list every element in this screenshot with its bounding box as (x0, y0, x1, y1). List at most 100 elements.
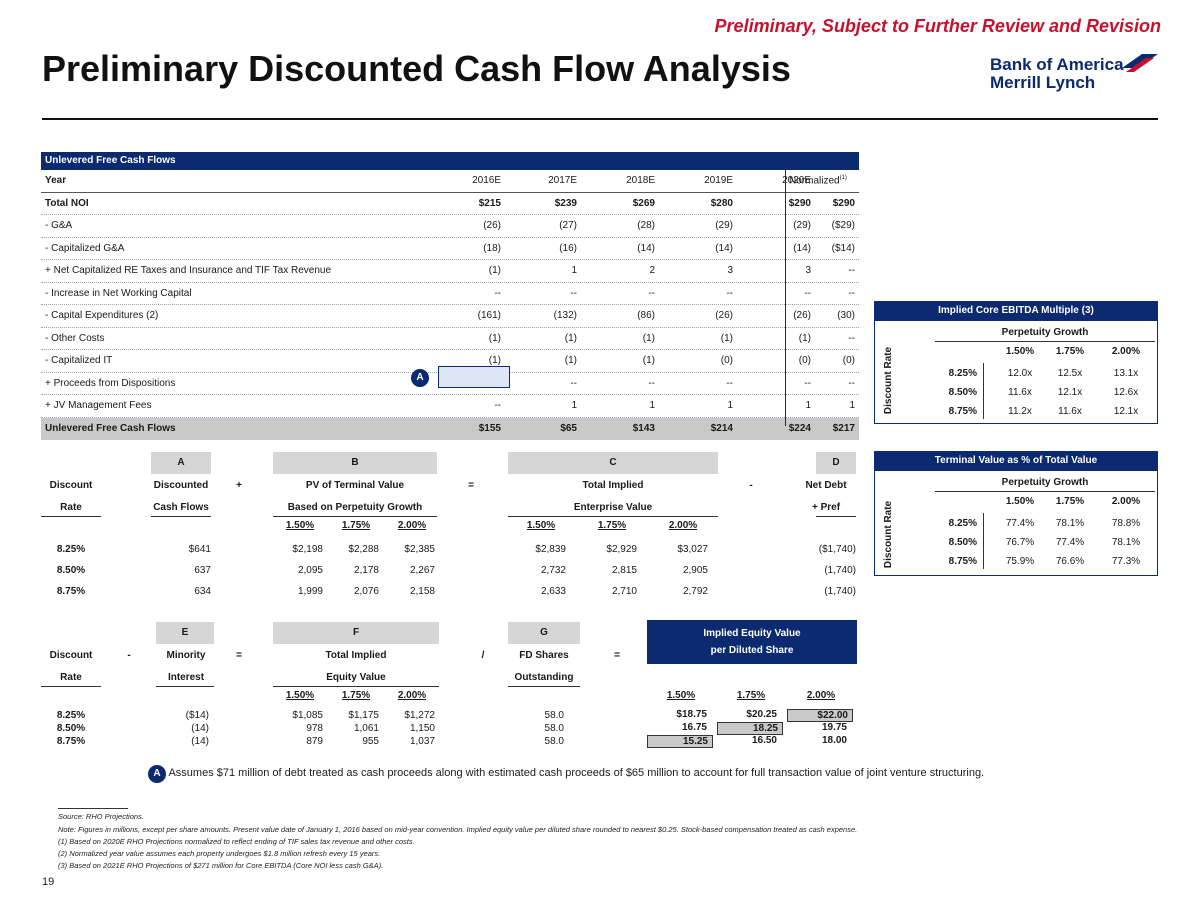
ufcf-cell: (1) (720, 332, 733, 344)
eq-h-value: $20.25 (746, 709, 777, 720)
ufcf-row: - G&A (26) (27) (28) (29) (29) ($29) (41, 215, 859, 238)
footnote-source: Source: RHO Projections. (58, 812, 144, 821)
ufcf-cell: (26) (715, 310, 733, 321)
eq-g-hdr2: Outstanding (514, 672, 574, 683)
ufcf-row: - Capital Expenditures (2) (161) (132) (86)… (41, 305, 859, 328)
ev-b-growth-col: 1.75% (341, 520, 371, 531)
ufcf-row-label: - Capitalized G&A (45, 242, 125, 254)
year-label: Year (45, 175, 67, 186)
year-2019: 2019E (704, 175, 733, 186)
ufcf-table: Unlevered Free Cash Flows Year 2016E 201… (41, 152, 859, 440)
eq-e-value: (14) (191, 736, 209, 747)
ufcf-cell: (1) (798, 332, 811, 344)
ev-a-rule (151, 516, 211, 517)
eq-eq2: = (614, 650, 620, 661)
ev-a-value: 634 (194, 586, 211, 597)
ev-a-letter: A (151, 452, 211, 474)
ev-minus: - (749, 480, 753, 491)
ufcf-cell: (14) (715, 242, 733, 254)
ufcf-cell: (1) (564, 355, 577, 366)
ev-b-value: 2,178 (353, 565, 379, 576)
ufcf-row-label: - Other Costs (45, 332, 105, 344)
ufcf-total-2019: $214 (710, 422, 733, 434)
note-a-marker: A (148, 765, 166, 783)
ev-b-value: $2,288 (348, 544, 379, 555)
year-row: Year 2016E 2017E 2018E 2019E 2020E Norma… (41, 170, 859, 193)
ufcf-cell: 1 (849, 400, 855, 411)
ufcf-row-label: - Capitalized IT (45, 355, 113, 366)
eq-f-hdr2: Equity Value (326, 672, 386, 683)
ev-eq: = (468, 480, 474, 491)
logo-line2: Merrill Lynch (990, 73, 1096, 92)
ev-c-value: 2,732 (540, 565, 566, 576)
eq-f-growth-col: 2.00% (397, 690, 427, 701)
ebitda-col-3: 2.00% (1111, 346, 1141, 357)
ufcf-row: + Net Capitalized RE Taxes and Insurance… (41, 260, 859, 283)
ufcf-cell: ($29) (831, 220, 855, 231)
ebitda-col-2: 1.75% (1055, 346, 1085, 357)
ufcf-cell: $280 (710, 197, 733, 209)
tv-col-1: 1.50% (1005, 496, 1035, 507)
footnote-note: Note: Figures in millions, except per sh… (58, 825, 858, 834)
ev-c-growth-col: 2.00% (668, 520, 698, 531)
ebitda_box-cell: 12.1x (1057, 387, 1083, 398)
ufcf-cell: (30) (837, 310, 855, 321)
tv_box-cell: 77.4% (1055, 537, 1085, 548)
tv_box-cell: 76.6% (1055, 556, 1085, 567)
ufcf-cell: (29) (793, 220, 811, 231)
ufcf-total-normalized: $217 (832, 422, 855, 434)
tv-vlabel: Discount Rate (883, 500, 895, 569)
ufcf-cell: -- (848, 377, 855, 389)
eq-rate: 8.25% (56, 710, 86, 721)
ufcf-cell: (1) (642, 355, 655, 366)
normalized-label: Normalized (789, 175, 840, 187)
tv_box-cell: 78.1% (1111, 537, 1141, 548)
ufcf-cell: -- (570, 287, 577, 299)
marker-a: A (411, 367, 429, 387)
year-2020: 2020E (782, 175, 811, 186)
eq-h-growth-col: 2.00% (806, 690, 836, 701)
tv_box-cell: 77.3% (1111, 556, 1141, 567)
ebitda-growth-label: Perpetuity Growth (1001, 327, 1089, 338)
eq-f-value: $1,085 (292, 710, 323, 721)
year-2017: 2017E (548, 175, 577, 186)
tv_box-rate: 8.50% (948, 537, 977, 548)
ev-d-rule (816, 516, 856, 517)
tv-growth-label: Perpetuity Growth (1001, 477, 1089, 488)
ufcf-cell: (161) (477, 310, 501, 321)
eq-f-letter: F (273, 622, 439, 644)
ufcf-cell: (86) (637, 310, 655, 321)
eq-f-value: 1,037 (409, 736, 435, 747)
footnote-1: (1) Based on 2020E RHO Projections norma… (58, 837, 415, 846)
ufcf-cell: (26) (483, 220, 501, 231)
ev-c-value: 2,792 (682, 586, 708, 597)
bank-logo: Bank of America Merrill Lynch (990, 56, 1124, 92)
eq-g-rule (508, 686, 580, 687)
implied-equity-box: Implied Equity Value per Diluted Share (647, 620, 857, 664)
page-title: Preliminary Discounted Cash Flow Analysi… (42, 48, 791, 89)
preliminary-notice: Preliminary, Subject to Further Review a… (714, 16, 1161, 36)
ufcf-cell: -- (648, 287, 655, 299)
ev-c-hdr2: Enterprise Value (573, 502, 653, 513)
ev-d-value: (1,740) (824, 565, 856, 576)
eq-g-letter: G (508, 622, 580, 644)
eq-h-value: 19.75 (821, 722, 847, 733)
ufcf-cell: -- (726, 287, 733, 299)
ufcf-cell: ($14) (831, 242, 855, 254)
eq-f-value: 978 (306, 723, 323, 734)
ufcf-total-row: Unlevered Free Cash Flows $155 $65 $143 … (41, 417, 859, 440)
eq-e-value: ($14) (185, 710, 209, 721)
eq-h-value: 16.50 (751, 735, 777, 746)
ufcf-cell: (14) (637, 242, 655, 254)
eq-e-letter: E (156, 622, 214, 644)
normalized-sup: (1) (839, 175, 847, 181)
ufcf-row-label: + Proceeds from Dispositions (45, 377, 176, 389)
tv_box-divider (983, 513, 984, 569)
eq-f-value: 1,150 (409, 723, 435, 734)
ev-b-value: 2,158 (409, 586, 435, 597)
eq-f-value: $1,272 (404, 710, 435, 721)
eq-g-hdr1: FD Shares (519, 650, 569, 661)
eq-f-hdr1: Total Implied (325, 650, 387, 661)
eq-f-value: 1,061 (353, 723, 379, 734)
ufcf-total-2016: $155 (478, 422, 501, 434)
